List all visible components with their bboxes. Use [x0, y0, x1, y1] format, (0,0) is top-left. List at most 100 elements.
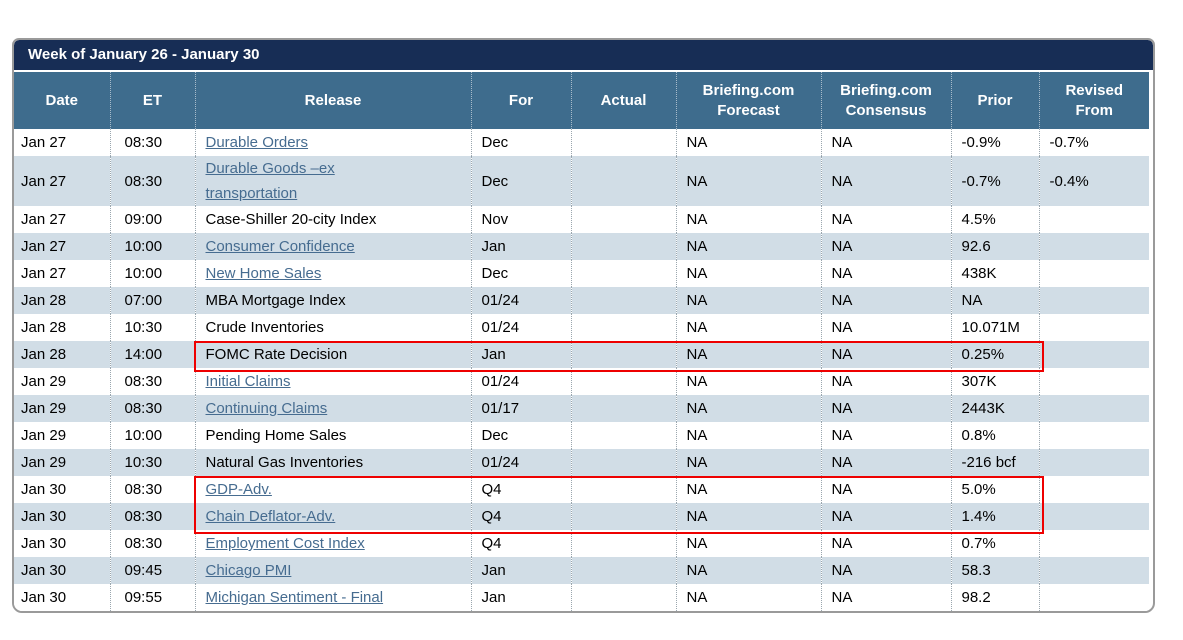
cell-for: Dec	[471, 156, 572, 206]
cell-prior: 5.0%	[951, 476, 1040, 503]
cell-release: FOMC Rate Decision	[195, 341, 472, 368]
cell-et: 10:30	[110, 314, 196, 341]
cell-actual	[571, 584, 677, 611]
cell-et: 10:00	[110, 422, 196, 449]
cell-revised	[1039, 341, 1149, 368]
release-label: Crude Inventories	[205, 319, 324, 336]
cell-prior: NA	[951, 287, 1040, 314]
cell-prior: 92.6	[951, 233, 1040, 260]
cell-for: Nov	[471, 206, 572, 233]
cell-release: Durable Goods –ex transportation	[195, 156, 472, 206]
cell-prior: -0.7%	[951, 156, 1040, 206]
cell-et: 08:30	[110, 395, 196, 422]
cell-revised: -0.4%	[1049, 172, 1089, 190]
cell-date: Jan 30	[14, 530, 111, 557]
cell-revised	[1039, 287, 1149, 314]
cell-prior: -216 bcf	[951, 449, 1040, 476]
cell-et: 09:55	[110, 584, 196, 611]
cell-actual	[571, 341, 677, 368]
cell-forecast: NA	[676, 584, 822, 611]
cell-revised	[1039, 395, 1149, 422]
cell-date: Jan 27	[14, 129, 111, 156]
cell-release: Case-Shiller 20-city Index	[195, 206, 472, 233]
cell-date: Jan 28	[14, 314, 111, 341]
release-label: MBA Mortgage Index	[205, 292, 346, 309]
cell-release: Chicago PMI	[195, 557, 472, 584]
cell-for: 01/24	[471, 287, 572, 314]
column-header-prior: Prior	[951, 72, 1040, 129]
cell-for: Jan	[471, 341, 572, 368]
week-title-bar: Week of January 26 - January 30	[14, 40, 1153, 70]
cell-for: Dec	[471, 129, 572, 156]
release-link[interactable]: Michigan Sentiment - Final	[205, 589, 384, 606]
release-link[interactable]: Consumer Confidence	[205, 238, 355, 255]
cell-for: Jan	[471, 557, 572, 584]
cell-release: Crude Inventories	[195, 314, 472, 341]
cell-prior: 58.3	[951, 557, 1040, 584]
cell-consensus: NA	[821, 584, 952, 611]
cell-revised	[1039, 557, 1149, 584]
table-row: Jan 29 10:30 Natural Gas Inventories 01/24 N…	[14, 449, 1149, 476]
table-row: Jan 28 14:00 FOMC Rate Decision Jan NA NA 0.25…	[14, 341, 1149, 368]
release-link[interactable]: GDP-Adv.	[205, 481, 272, 498]
cell-forecast: NA	[676, 156, 822, 206]
cell-actual	[571, 530, 677, 557]
cell-actual	[571, 422, 677, 449]
release-link[interactable]: Continuing Claims	[205, 400, 328, 417]
cell-et: 08:30	[110, 368, 196, 395]
table-row: Jan 30 08:30 Chain Deflator-Adv. Q4 NA NA 1.4%	[14, 503, 1149, 530]
cell-consensus: NA	[821, 260, 952, 287]
cell-actual	[571, 260, 677, 287]
cell-forecast: NA	[676, 368, 822, 395]
cell-revised	[1039, 368, 1149, 395]
release-label: Pending Home Sales	[205, 427, 347, 444]
table-row: Jan 27 08:30 Durable Orders Dec NA NA -0.9% -0.…	[14, 129, 1149, 156]
cell-release: Chain Deflator-Adv.	[195, 503, 472, 530]
release-label: Case-Shiller 20-city Index	[205, 211, 377, 228]
cell-prior: -0.9%	[951, 129, 1040, 156]
table-header-row: Date ET Release For Actual Briefing.com …	[14, 72, 1149, 129]
cell-release: Continuing Claims	[195, 395, 472, 422]
table-row: Jan 28 10:30 Crude Inventories 01/24 NA NA 10.…	[14, 314, 1149, 341]
cell-et: 10:00	[110, 233, 196, 260]
release-link[interactable]: Durable Orders	[205, 134, 309, 151]
cell-release: Durable Orders	[195, 129, 472, 156]
cell-et: 08:30	[110, 503, 196, 530]
cell-forecast: NA	[676, 449, 822, 476]
cell-date: Jan 30	[14, 503, 111, 530]
cell-revised: -0.7%	[1049, 134, 1089, 151]
table-row: Jan 27 10:00 New Home Sales Dec NA NA 438K	[14, 260, 1149, 287]
cell-consensus: NA	[821, 368, 952, 395]
cell-date: Jan 29	[14, 395, 111, 422]
cell-et: 10:30	[110, 449, 196, 476]
table-row: Jan 28 07:00 MBA Mortgage Index 01/24 NA NA NA	[14, 287, 1149, 314]
cell-release: Pending Home Sales	[195, 422, 472, 449]
cell-consensus: NA	[821, 206, 952, 233]
cell-prior: 0.25%	[951, 341, 1040, 368]
release-link[interactable]: Initial Claims	[205, 373, 291, 390]
cell-date: Jan 30	[14, 557, 111, 584]
cell-for: 01/24	[471, 368, 572, 395]
cell-consensus: NA	[821, 233, 952, 260]
release-link[interactable]: Employment Cost Index	[205, 535, 365, 552]
release-link[interactable]: Chain Deflator-Adv.	[205, 508, 336, 525]
cell-consensus: NA	[821, 287, 952, 314]
cell-release: Natural Gas Inventories	[195, 449, 472, 476]
cell-revised	[1039, 530, 1149, 557]
column-header-actual: Actual	[571, 72, 677, 129]
release-link[interactable]: New Home Sales	[205, 265, 322, 282]
cell-release: Michigan Sentiment - Final	[195, 584, 472, 611]
cell-et: 08:30	[110, 129, 196, 156]
cell-actual	[571, 287, 677, 314]
column-header-et: ET	[110, 72, 196, 129]
release-link[interactable]: Chicago PMI	[205, 562, 292, 579]
cell-for: 01/24	[471, 314, 572, 341]
cell-revised	[1039, 206, 1149, 233]
cell-et: 08:30	[110, 530, 196, 557]
release-link[interactable]: Durable Goods –ex transportation	[205, 160, 335, 202]
cell-date: Jan 29	[14, 449, 111, 476]
cell-actual	[571, 156, 677, 206]
cell-forecast: NA	[676, 557, 822, 584]
cell-prior: 10.071M	[951, 314, 1040, 341]
